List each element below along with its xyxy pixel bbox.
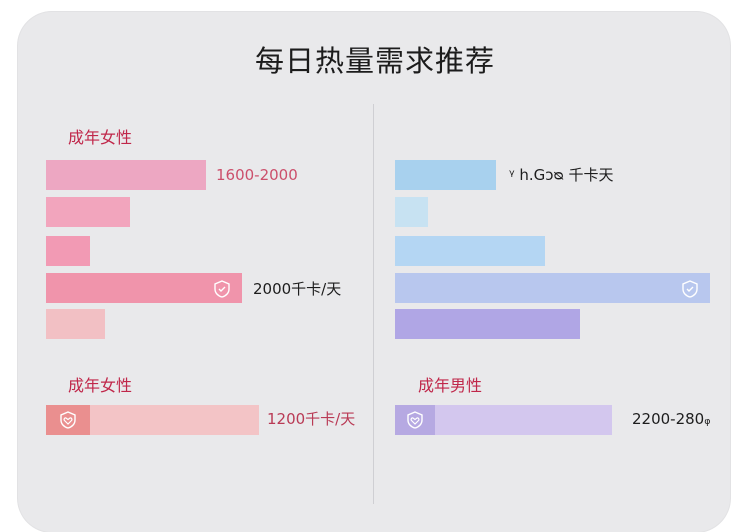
value-male-range: 2200-280ᵩ <box>632 410 711 428</box>
label-female-bottom: 成年女性 <box>68 376 133 395</box>
shield-icon <box>682 280 698 298</box>
center-divider <box>373 104 374 504</box>
bar-right-1 <box>395 160 496 190</box>
bar-female-2 <box>46 197 130 227</box>
bar-female-4 <box>46 273 242 303</box>
value-female-kcal: 2000千卡/天 <box>253 280 342 298</box>
bar-right-2 <box>395 197 428 227</box>
bar-female-3 <box>46 236 90 266</box>
label-male-bottom: 成年男性 <box>418 376 483 395</box>
bar-female-1 <box>46 160 206 190</box>
value-right-top-kcal: ᵞ h.Gᴐᴓ 千卡天 <box>509 166 614 184</box>
value-female-bottom-kcal: 1200千卡/天 <box>267 410 356 428</box>
heart-shield-icon <box>407 411 423 429</box>
chart-card <box>18 12 730 532</box>
shield-icon <box>214 280 230 298</box>
value-female-range: 1600-2000 <box>216 166 298 184</box>
chart-title: 每日热量需求推荐 <box>254 44 495 78</box>
bar-right-4 <box>395 273 710 303</box>
bar-female-5 <box>46 309 105 339</box>
heart-shield-icon <box>60 411 76 429</box>
bar-right-3 <box>395 236 545 266</box>
bar-right-5 <box>395 309 580 339</box>
label-female-top: 成年女性 <box>68 128 133 147</box>
